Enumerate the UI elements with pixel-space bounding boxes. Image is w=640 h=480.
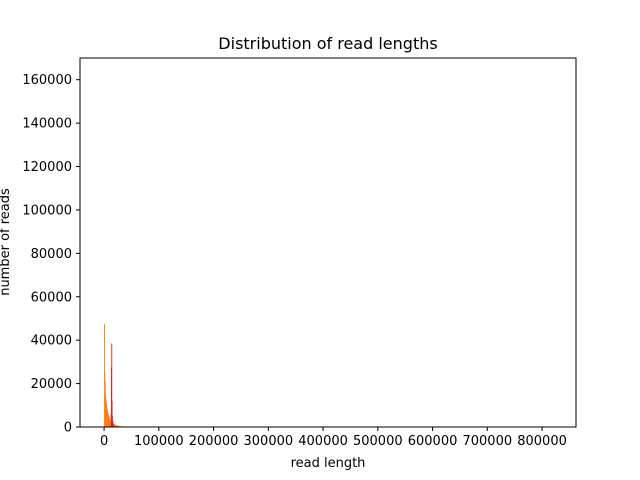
histogram-bar [111,343,113,427]
histogram-bar [118,425,120,427]
x-tick-label: 500000 [353,434,403,449]
y-tick-label: 20000 [31,377,72,392]
x-tick-label: 300000 [244,434,294,449]
x-axis-label: read length [291,456,366,471]
histogram-bar [116,425,118,427]
histogram-bar [111,400,113,427]
y-tick-label: 140000 [22,117,72,132]
y-axis-ticks: 0 20000 40000 60000 80000 100000 120000 140000 1… [22,73,80,436]
y-tick-label: 160000 [22,73,72,88]
histogram-bar [119,425,121,427]
bars-group [104,323,124,427]
histogram-bar [113,424,115,427]
histogram-bar [117,425,119,427]
chart-title: Distribution of read lengths [218,34,437,53]
x-axis-ticks: 0 100000 200000 300000 400000 500000 600000 700… [100,427,567,449]
x-tick-label: 0 [100,434,108,449]
y-axis-label: number of reads [0,188,13,296]
x-tick-label: 800000 [517,434,567,449]
x-tick-label: 400000 [298,434,348,449]
y-tick-label: 80000 [31,247,72,262]
y-tick-label: 100000 [22,203,72,218]
histogram-bar [114,424,116,427]
histogram-bar [115,424,116,427]
y-tick-label: 120000 [22,160,72,175]
x-tick-label: 200000 [189,434,239,449]
y-tick-label: 0 [64,421,72,436]
plot-area [80,58,576,427]
y-tick-label: 60000 [31,290,72,305]
histogram-bar [112,423,114,427]
x-tick-label: 600000 [408,434,458,449]
plot-frame [79,57,577,428]
x-tick-label: 100000 [134,434,184,449]
x-tick-label: 700000 [462,434,512,449]
y-tick-label: 40000 [31,334,72,349]
